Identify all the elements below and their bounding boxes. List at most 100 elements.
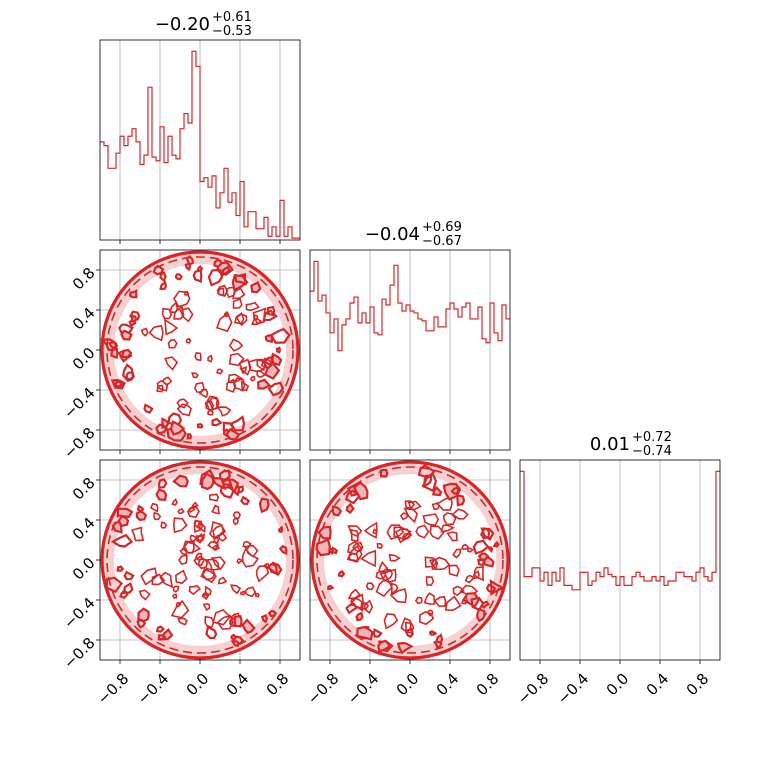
contour-blob <box>178 554 188 566</box>
contour-blob <box>143 403 154 414</box>
contour-blob <box>269 327 291 344</box>
histogram-1 <box>310 260 510 352</box>
contour-blob <box>117 514 130 528</box>
contour-blob <box>120 329 133 341</box>
contour-blob <box>164 318 179 336</box>
contour-blob <box>351 593 365 612</box>
contour-blob <box>315 538 331 557</box>
contour-blob <box>236 558 244 565</box>
contour-blob <box>116 507 134 519</box>
contour-blob <box>347 540 363 556</box>
contour-blob <box>256 358 266 372</box>
contour-blob <box>230 640 240 648</box>
contour-blob <box>383 612 399 630</box>
contour-blob <box>389 588 408 604</box>
contour-blob <box>198 388 209 399</box>
contour-blob <box>473 566 485 582</box>
title-value: −0.20 <box>155 14 210 35</box>
contour-blob <box>360 549 377 568</box>
contour-blob <box>135 510 148 522</box>
contour-blob <box>183 290 190 296</box>
contour-blob <box>448 564 460 577</box>
contour-blob <box>278 544 288 555</box>
contour-blob <box>344 489 362 505</box>
contour-blob <box>234 273 247 286</box>
x-tick-label: 0.8 <box>473 670 503 700</box>
contour-blob <box>460 543 469 550</box>
contour-blob <box>215 312 233 333</box>
contour-blob <box>326 584 335 591</box>
contour-blob <box>152 264 165 276</box>
contour-blob <box>450 486 460 495</box>
contour-blob <box>196 423 204 429</box>
contour-blob <box>200 472 215 491</box>
x-tick-label: 0.0 <box>393 670 423 700</box>
contour-panel-1 <box>100 460 300 660</box>
contour-panel-0 <box>100 250 300 450</box>
contour-blob <box>154 423 168 435</box>
contour-blob <box>107 340 119 350</box>
y-tick-label: −0.8 <box>60 634 98 672</box>
x-tick-label: −0.8 <box>94 670 132 708</box>
contour-blob <box>155 488 168 501</box>
contour-blob <box>396 641 414 655</box>
contour-ring-0 <box>106 256 294 444</box>
contour-blob <box>245 301 260 312</box>
contour-blob <box>254 592 260 598</box>
contour-blob <box>393 526 412 540</box>
contour-blob <box>262 562 271 569</box>
contour-blob <box>125 371 135 383</box>
contour-blob <box>151 573 166 586</box>
title-lower-error: −0.53 <box>212 24 252 39</box>
contour-blob <box>317 525 332 540</box>
x-tick-label: 0.8 <box>683 670 713 700</box>
contour-blob <box>476 607 486 623</box>
contour-blob <box>172 585 180 593</box>
contour-blob <box>422 513 440 527</box>
contour-blob <box>230 633 238 641</box>
contour-blob <box>129 288 138 299</box>
y-tick-label: 0.0 <box>69 344 99 374</box>
title-lower-error: −0.67 <box>422 234 462 249</box>
y-tick-label: 0.0 <box>69 554 99 584</box>
contour-blob <box>480 527 491 540</box>
contour-blob <box>211 417 223 427</box>
contour-blob <box>444 595 462 612</box>
contour-blob <box>379 568 394 582</box>
contour-blob <box>193 555 205 567</box>
contour-blob <box>174 273 183 281</box>
contour-blob <box>182 540 195 554</box>
contour-blob <box>177 617 188 626</box>
contour-blob <box>158 478 168 489</box>
contour-blob <box>440 524 456 533</box>
contour-blob <box>345 502 355 515</box>
title-lower-error: −0.74 <box>632 444 672 459</box>
x-tick-label: −0.8 <box>514 670 552 708</box>
contour-blob <box>177 508 185 515</box>
y-tick-label: 0.8 <box>69 474 99 504</box>
histogram-0 <box>100 50 300 239</box>
contour-blob <box>173 305 185 320</box>
contour-blob <box>156 384 164 393</box>
contour-blob <box>208 493 220 502</box>
contour-blob <box>189 534 198 543</box>
contour-blob <box>485 583 497 594</box>
contour-blob <box>378 560 389 575</box>
x-tick-label: 0.0 <box>603 670 633 700</box>
contour-blob <box>423 592 436 605</box>
contour-blob <box>194 352 202 362</box>
contour-blob <box>196 521 206 533</box>
contour-blob <box>179 547 188 556</box>
contour-blob <box>350 528 359 543</box>
contour-blob <box>155 625 166 633</box>
contour-blob <box>425 576 435 586</box>
contour-blob <box>204 585 212 596</box>
contour-blob <box>130 314 138 323</box>
contour-blob <box>376 542 384 549</box>
contour-blob <box>404 627 415 639</box>
contour-blob <box>429 525 445 540</box>
contour-blob <box>221 265 231 277</box>
contour-blob <box>241 618 256 635</box>
contour-blob <box>157 634 167 641</box>
contour-blob <box>424 556 438 568</box>
